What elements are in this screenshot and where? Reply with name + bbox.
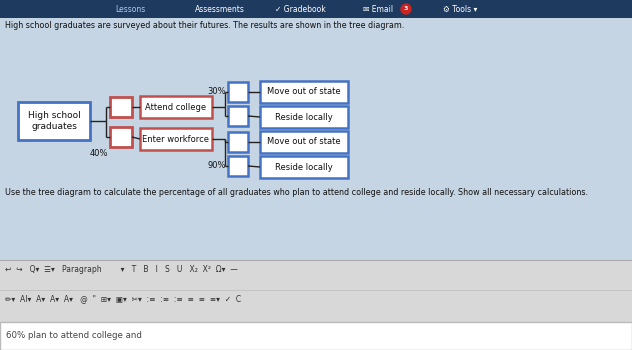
Text: 90%: 90% xyxy=(207,161,226,169)
Text: 30%: 30% xyxy=(207,86,226,96)
Text: High school graduates are surveyed about their futures. The results are shown in: High school graduates are surveyed about… xyxy=(5,21,404,30)
Text: ✓ Gradebook: ✓ Gradebook xyxy=(275,5,325,14)
Bar xyxy=(140,96,212,118)
Text: Reside locally: Reside locally xyxy=(275,112,333,121)
Bar xyxy=(260,131,348,153)
Text: Reside locally: Reside locally xyxy=(275,162,333,172)
Text: 60% plan to attend college and: 60% plan to attend college and xyxy=(6,331,142,341)
Bar xyxy=(228,156,248,176)
Bar xyxy=(140,128,212,150)
Circle shape xyxy=(401,4,411,14)
Text: Move out of state: Move out of state xyxy=(267,88,341,97)
Text: High school
graduates: High school graduates xyxy=(28,111,80,131)
Text: 3: 3 xyxy=(404,7,408,12)
Text: Use the tree diagram to calculate the percentage of all graduates who plan to at: Use the tree diagram to calculate the pe… xyxy=(5,188,588,197)
Bar xyxy=(228,106,248,126)
Text: Assessments: Assessments xyxy=(195,5,245,14)
Bar xyxy=(228,132,248,152)
Bar xyxy=(0,260,632,350)
Bar xyxy=(260,156,348,178)
Text: Attend college: Attend college xyxy=(145,103,207,112)
Text: Lessons: Lessons xyxy=(115,5,145,14)
Bar xyxy=(228,82,248,102)
Bar xyxy=(260,106,348,128)
Bar xyxy=(18,102,90,140)
Bar xyxy=(260,81,348,103)
Bar xyxy=(0,0,632,18)
Text: ✉ Email: ✉ Email xyxy=(363,5,393,14)
Bar xyxy=(0,322,632,350)
Text: Enter workforce: Enter workforce xyxy=(142,134,209,144)
Bar xyxy=(110,97,132,117)
Text: 40%: 40% xyxy=(90,149,108,158)
Text: ↩  ↪   Q▾  ☰▾   Paragraph        ▾   T   B   I   S   U   X₂  X²  Ω▾  —: ↩ ↪ Q▾ ☰▾ Paragraph ▾ T B I S U X₂ X² Ω▾… xyxy=(5,266,238,274)
Text: ⚙ Tools ▾: ⚙ Tools ▾ xyxy=(443,5,477,14)
Bar xyxy=(110,127,132,147)
Text: Move out of state: Move out of state xyxy=(267,138,341,147)
Text: ✏▾  AI▾  A▾  A▾  A▾   @  "  ⊞▾  ▣▾  ✂▾  :≡  :≡  :≡  ≡  ≡  ≡▾  ✓  C: ✏▾ AI▾ A▾ A▾ A▾ @ " ⊞▾ ▣▾ ✂▾ :≡ :≡ :≡ ≡ … xyxy=(5,294,241,303)
